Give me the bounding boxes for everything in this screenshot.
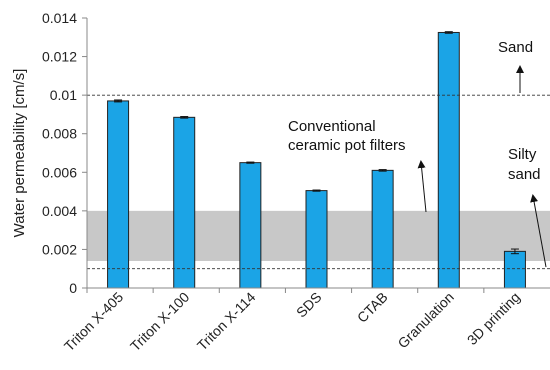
y-tick-label: 0.006 bbox=[42, 164, 77, 180]
y-tick-label: 0.014 bbox=[42, 10, 77, 26]
y-tick-label: 0.008 bbox=[42, 126, 77, 142]
error-bar bbox=[246, 161, 255, 164]
x-tick-label: Triton X-405 bbox=[61, 289, 127, 355]
bar bbox=[239, 162, 262, 289]
y-tick-labels: 0 0.002 0.004 0.006 0.008 0.01 0.012 0.014 bbox=[42, 10, 77, 296]
bar bbox=[107, 100, 130, 289]
y-tick-marks bbox=[82, 17, 87, 289]
error-bar bbox=[378, 169, 387, 172]
arrow-silty-sand bbox=[530, 194, 547, 268]
y-tick-label: 0.002 bbox=[42, 241, 77, 257]
x-tick-labels: Triton X-405 Triton X-100 Triton X-114 SDS C… bbox=[61, 288, 523, 354]
annotation-silty-sand: Silty sand bbox=[508, 146, 541, 183]
x-tick-label: Triton X-100 bbox=[127, 289, 193, 355]
x-tick-label: SDS bbox=[293, 289, 325, 321]
error-bar bbox=[180, 116, 189, 119]
bar bbox=[503, 250, 526, 289]
error-bar bbox=[114, 99, 123, 103]
bar bbox=[173, 116, 196, 289]
x-tick-label: Triton X-114 bbox=[194, 289, 259, 354]
bars bbox=[107, 31, 526, 289]
arrow-conventional-filters bbox=[417, 160, 427, 213]
error-bar bbox=[312, 189, 321, 192]
error-bar bbox=[510, 248, 519, 255]
x-tick-label: Granulation bbox=[394, 289, 457, 352]
y-axis-title: Water permeability [cm/s] bbox=[11, 69, 28, 238]
x-tick-label: CTAB bbox=[354, 289, 391, 326]
x-tick-label: 3D printing bbox=[464, 289, 523, 348]
annotation-sand: Sand bbox=[498, 39, 533, 56]
y-tick-label: 0 bbox=[69, 280, 77, 296]
y-tick-label: 0.01 bbox=[50, 87, 77, 103]
bar bbox=[305, 190, 328, 289]
bar bbox=[371, 169, 394, 289]
y-tick-label: 0.012 bbox=[42, 49, 77, 65]
error-bar bbox=[444, 31, 453, 34]
y-tick-label: 0.004 bbox=[42, 203, 77, 219]
annotation-conventional-filters: Conventional ceramic pot filters bbox=[288, 118, 406, 154]
bar bbox=[437, 31, 460, 289]
